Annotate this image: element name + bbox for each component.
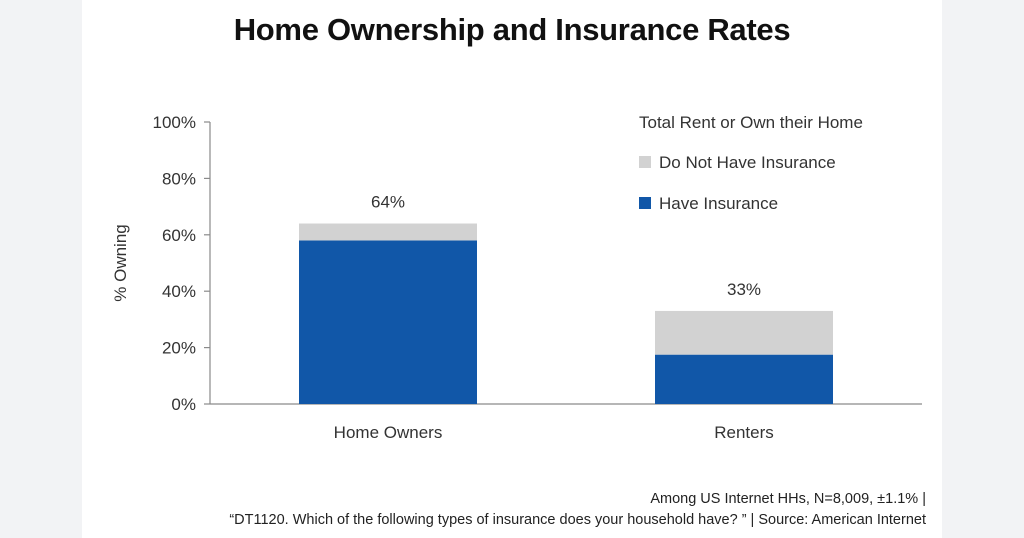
y-tick-label: 100% bbox=[153, 113, 196, 132]
y-tick-label: 0% bbox=[171, 395, 196, 414]
bar-have-insurance bbox=[299, 240, 477, 404]
bar-no-insurance bbox=[299, 223, 477, 241]
legend-swatch-no-insurance bbox=[639, 156, 651, 168]
bar-total-label: 33% bbox=[727, 280, 761, 299]
bar-have-insurance bbox=[655, 354, 833, 404]
chart-title: Home Ownership and Insurance Rates bbox=[233, 12, 791, 47]
y-tick-label: 40% bbox=[162, 282, 196, 301]
y-tick-label: 80% bbox=[162, 169, 196, 188]
legend-title: Total Rent or Own their Home bbox=[639, 113, 863, 132]
bar-no-insurance bbox=[655, 310, 833, 355]
y-axis-title: % Owning bbox=[111, 224, 130, 301]
bar-total-label: 64% bbox=[371, 193, 405, 212]
x-category-label: Home Owners bbox=[334, 423, 443, 442]
legend-label-no-insurance: Do Not Have Insurance bbox=[659, 153, 836, 172]
x-category-label: Renters bbox=[714, 423, 774, 442]
legend-label-have-insurance: Have Insurance bbox=[659, 194, 778, 213]
footnote-question-source: “DT1120. Which of the following types of… bbox=[229, 512, 926, 528]
y-tick-label: 60% bbox=[162, 226, 196, 245]
bar-chart: 0% 20% 40% 60% 80% 100% % Owning 64% Home Owners… bbox=[111, 113, 922, 442]
y-tick-label: 20% bbox=[162, 339, 196, 358]
slide: Home Ownership and Insurance Rates 0% 20%… bbox=[82, 0, 942, 538]
legend-swatch-have-insurance bbox=[639, 197, 651, 209]
footnote-sample: Among US Internet HHs, N=8,009, ±1.1% | bbox=[650, 491, 926, 507]
